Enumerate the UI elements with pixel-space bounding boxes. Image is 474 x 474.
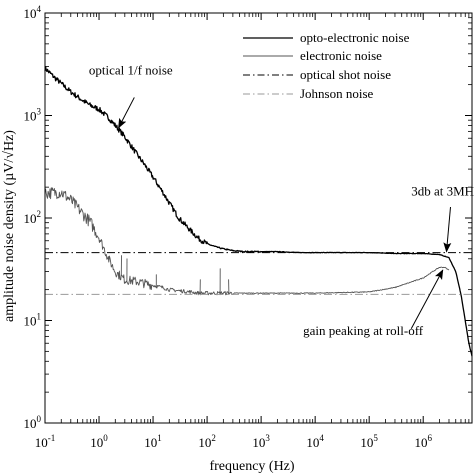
tick-labels: 10-1 100 101 102 103 104 105 106 100 101 102 103 104 [24, 4, 433, 450]
x-tick-label: 102 [198, 433, 216, 450]
x-tick-label: 101 [144, 433, 162, 450]
y-axis-label: amplitude noise density (µV/√Hz) [2, 130, 17, 322]
x-tick-label: 106 [414, 433, 432, 450]
legend-label-electronic: electronic noise [300, 48, 382, 63]
y-tick-label: 101 [24, 312, 42, 329]
legend-label-johnson: Johnson noise [300, 86, 374, 101]
x-tick-label: 105 [360, 433, 378, 450]
annotation-arrow [443, 206, 452, 253]
legend-label-opto-electronic: opto-electronic noise [300, 30, 410, 45]
y-tick-label: 100 [24, 414, 42, 431]
annotation-label: optical 1/f noise [89, 63, 173, 78]
x-tick-label: 104 [306, 433, 324, 450]
series-electronic-noise [44, 187, 450, 296]
x-axis-label: frequency (Hz) [209, 459, 294, 474]
x-tick-label: 10-1 [35, 433, 56, 450]
annotations: optical 1/f noise 3db at 3MHz gain peaking… [89, 63, 474, 338]
annotation-arrow [118, 97, 135, 129]
x-tick-label: 103 [252, 433, 270, 450]
series-opto-electronic-noise [44, 65, 473, 357]
series-lines [44, 65, 473, 357]
annotation-label: gain peaking at roll-off [303, 323, 424, 338]
axis-ticks [44, 12, 473, 424]
x-tick-label: 100 [90, 433, 108, 450]
y-tick-label: 104 [24, 4, 42, 21]
y-tick-label: 103 [24, 107, 42, 124]
annotation-arrow [410, 269, 444, 330]
y-tick-label: 102 [24, 209, 42, 226]
legend-label-optical-shot: optical shot noise [300, 67, 391, 82]
legend: opto-electronic noise electronic noise o… [243, 30, 410, 101]
annotation-label: 3db at 3MHz [411, 184, 474, 199]
